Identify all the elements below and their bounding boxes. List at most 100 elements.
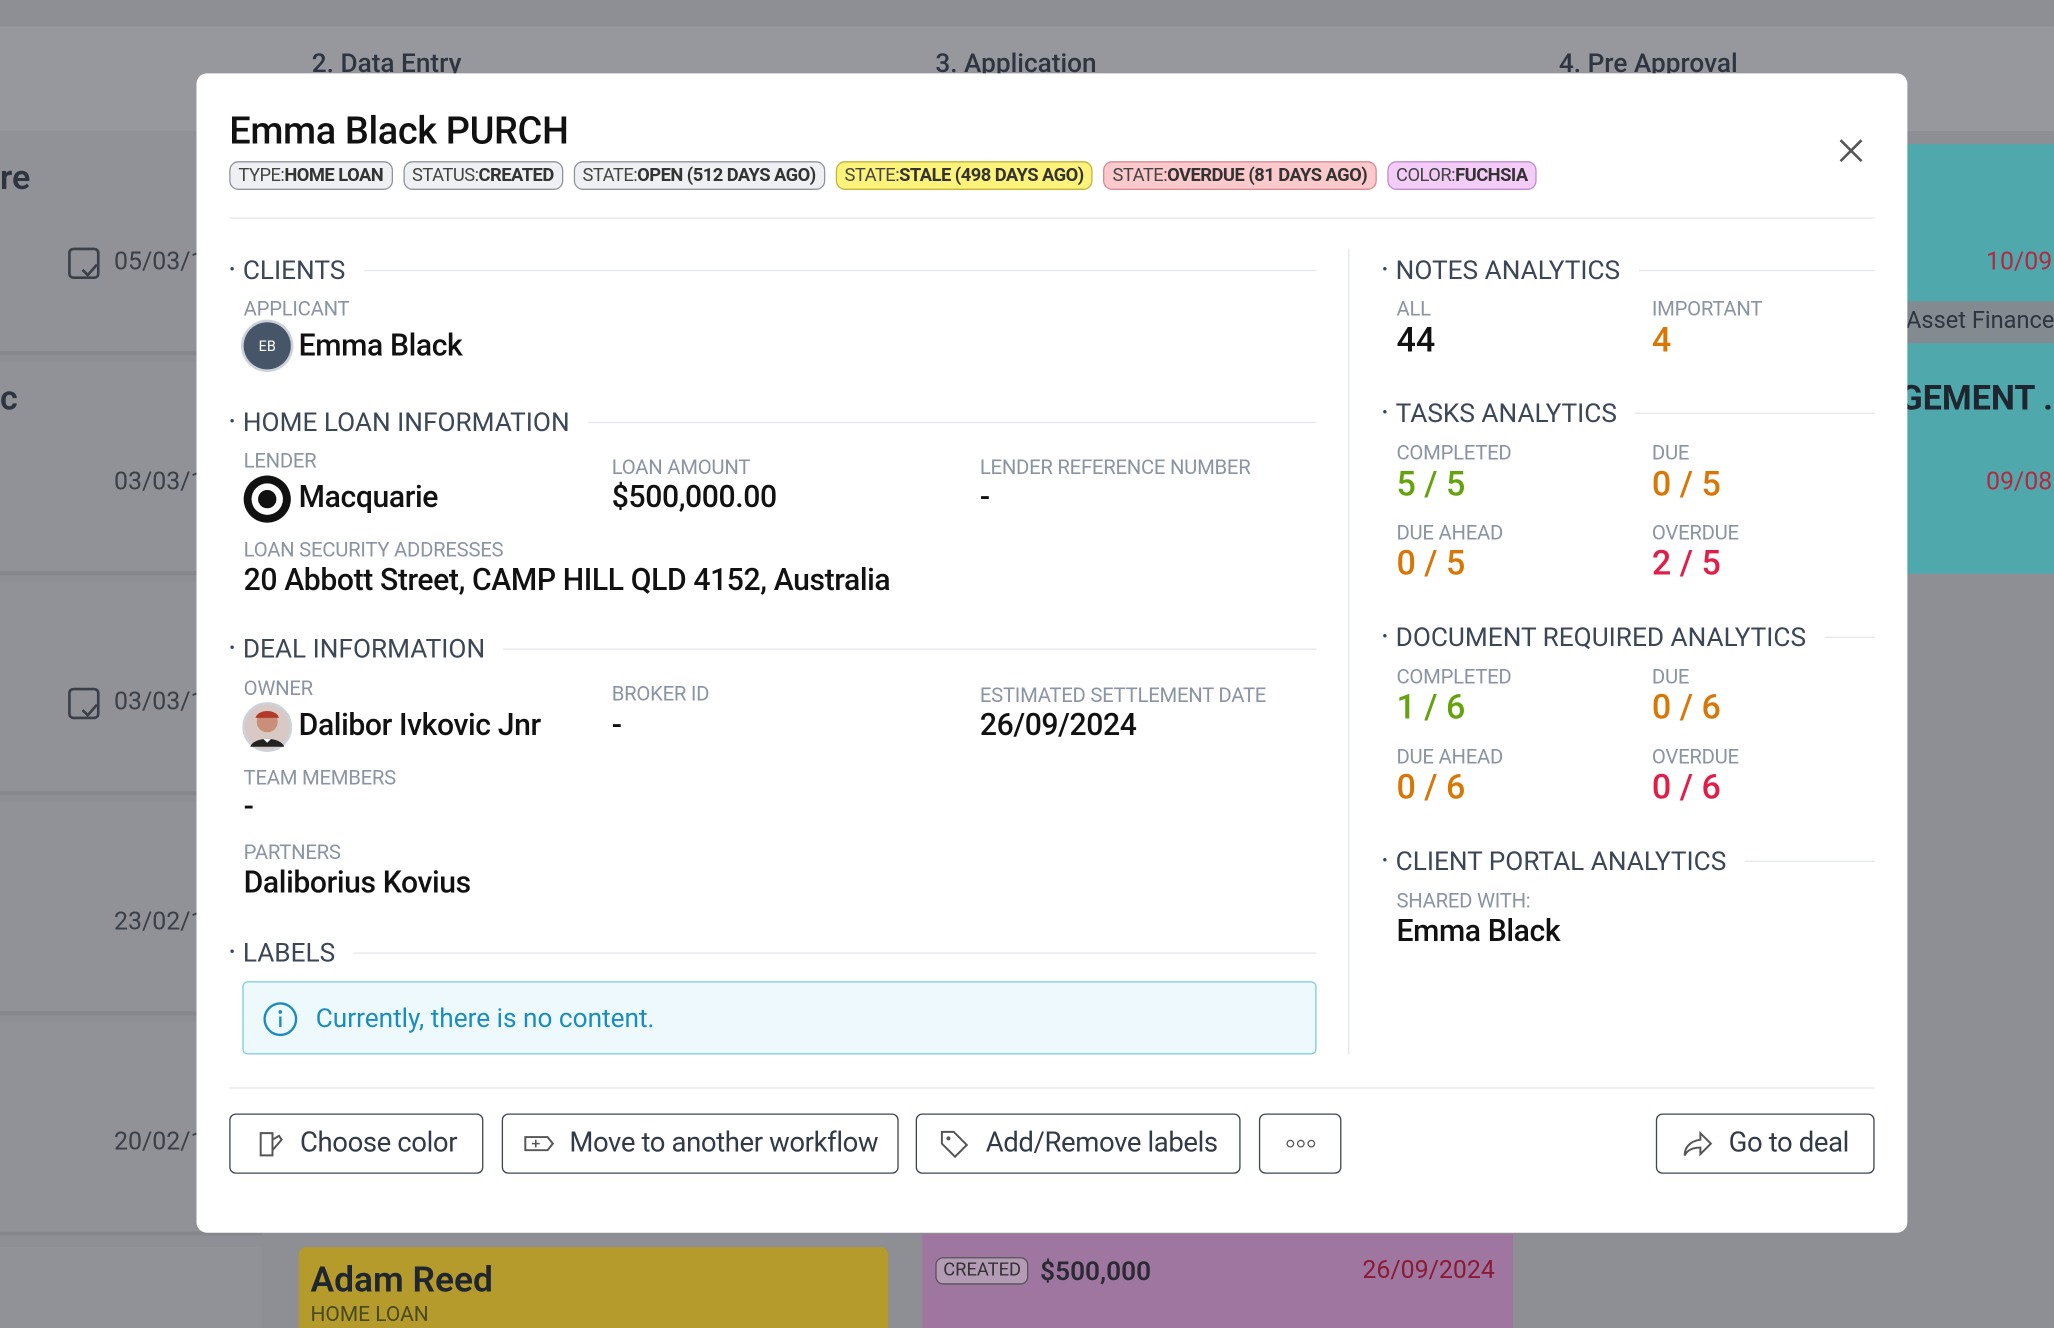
calendar-icon [68,687,100,720]
tag-key: STATUS: [412,165,479,187]
card [298,1247,889,1328]
section-heading: HOME LOAN INFORMATION [229,406,1316,437]
button-label: Move to another workflow [569,1127,879,1160]
stat-value: 0 / 5 [1651,465,1721,505]
info-icon [263,1002,298,1037]
field-value: Emma Black [298,327,463,364]
section-heading: LABELS [229,937,1316,968]
move-workflow-button[interactable]: Move to another workflow [501,1113,899,1174]
field-label: PARTNERS [243,840,341,865]
section-heading: NOTES ANALYTICS [1382,254,1875,285]
close-button[interactable] [1837,136,1866,165]
button-label: Choose color [300,1127,458,1160]
lender-logo [243,475,291,523]
more-button[interactable] [1258,1113,1342,1174]
stat-value: 44 [1396,321,1436,361]
tag-key: TYPE: [238,165,285,187]
stat-value: 4 [1651,321,1672,361]
modal-title: Emma Black PURCH [229,109,569,155]
stat-value: 0 / 6 [1396,768,1466,808]
field-value: - [243,788,254,825]
divider [229,1087,1875,1089]
stat-value: 0 / 5 [1396,544,1466,584]
card [0,1247,262,1328]
field-label: OWNER [243,676,313,701]
button-icon [1683,1130,1712,1157]
button-label: Add/Remove labels [985,1127,1218,1160]
card-date: 05/03/1 [113,245,205,276]
heading-text: DOCUMENT REQUIRED ANALYTICS [1395,620,1807,653]
go-to-deal-button[interactable]: Go to deal [1655,1113,1875,1174]
stat-value: 0 / 6 [1651,768,1721,808]
field-label: SHARED WITH: [1396,889,1531,913]
field-label: DUE [1651,441,1690,465]
field-value: 20 Abbott Street, CAMP HILL QLD 4152, Au… [243,562,891,598]
field-value: Daliborius Kovius [243,864,472,901]
section-heading: CLIENT PORTAL ANALYTICS [1382,845,1875,876]
field-label: APPLICANT [243,296,350,321]
heading-text: HOME LOAN INFORMATION [242,406,570,438]
field-label: ESTIMATED SETTLEMENT DATE [979,683,1267,708]
tag [1886,301,2054,344]
field-label: BROKER ID [611,682,710,706]
choose-color-button[interactable]: Choose color [229,1113,484,1174]
button-icon [941,1130,969,1159]
field-label: DUE AHEAD [1396,745,1504,769]
heading-text: NOTES ANALYTICS [1395,254,1621,286]
state-tag: STATUS:CREATED [402,161,563,190]
heading-text: DEAL INFORMATION [242,632,486,665]
heading-text: CLIENT PORTAL ANALYTICS [1395,844,1727,877]
card-date: 03/03/1 [113,685,205,717]
field-label: LOAN AMOUNT [611,455,751,480]
field-label: OVERDUE [1651,520,1739,545]
button-icon [523,1136,554,1152]
card-type: HOME LOAN [310,1301,429,1327]
card-product: Asset Finance [1906,306,2054,335]
calendar-icon [68,247,100,280]
tag-key: COLOR: [1396,165,1456,187]
heading-text: LABELS [242,936,336,969]
section-heading: TASKS ANALYTICS [1382,397,1875,428]
tag-value: OVERDUE (81 DAYS AGO) [1167,165,1368,187]
column-title: 4. Pre Approval [1558,47,1738,79]
field-label: LOAN SECURITY ADDRESSES [243,538,504,562]
card-date: 10/09 [1985,245,2053,276]
card-date: 03/03/1 [113,465,205,496]
card-title: re [0,159,31,199]
avatar [242,702,293,752]
tag-value: CREATED [478,165,554,187]
field-label: TEAM MEMBERS [243,765,397,790]
field-value: Emma Black [1396,913,1561,949]
field-label: IMPORTANT [1651,296,1763,321]
tag-key: STATE: [844,165,900,187]
labels-button[interactable]: Add/Remove labels [915,1113,1241,1174]
divider [229,217,1875,219]
heading-text: TASKS ANALYTICS [1395,396,1617,429]
stat-value: 5 / 5 [1396,465,1466,505]
field-label: DUE [1651,665,1690,689]
card-title: GEMENT .. [1899,379,2054,419]
button-label: Go to deal [1728,1127,1850,1160]
avatar: EB [243,322,291,370]
button-icon [1285,1139,1315,1148]
card-date: 26/09/2024 [1362,1254,1495,1285]
field-value: Macquarie [298,479,439,516]
status-tag: CREATED [935,1257,1029,1285]
field-value: 26/09/2024 [979,707,1137,744]
card-amount: $500,000 [1040,1254,1152,1287]
deal-modal: Emma Black PURCH TYPE:HOME LOAN STATUS:CR… [196,73,1908,1233]
tag-value: FUCHSIA [1455,165,1528,187]
field-label: COMPLETED [1396,665,1512,689]
button-icon [259,1132,283,1157]
stat-value: 0 / 6 [1651,688,1721,728]
card-title: Adam Reed [310,1258,493,1301]
state-tag: TYPE:HOME LOAN [229,161,393,190]
field-value: - [611,707,622,744]
field-label: COMPLETED [1396,441,1512,465]
tag-value: STALE (498 DAYS AGO) [899,165,1084,187]
tag-value: OPEN (512 DAYS AGO) [637,165,816,187]
state-tag: STATE:OPEN (512 DAYS AGO) [573,161,825,190]
card-date: 09/08 [1985,465,2053,496]
field-label: LENDER REFERENCE NUMBER [979,455,1251,480]
